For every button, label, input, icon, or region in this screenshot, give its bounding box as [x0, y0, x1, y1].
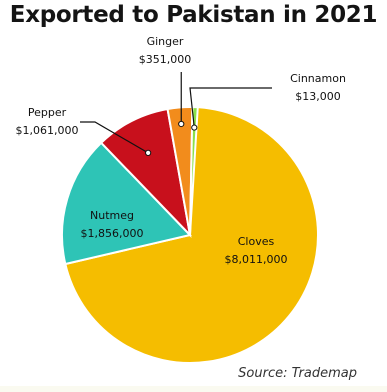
- pepper-name-label: Pepper: [28, 106, 67, 119]
- nutmeg-value-label: $1,856,000: [81, 227, 144, 240]
- ginger-leader-dot: [178, 120, 185, 128]
- pie-slice-cloves: [64, 106, 319, 364]
- bottom-band: [0, 386, 387, 392]
- chart-title: Exported to Pakistan in 2021: [9, 2, 378, 28]
- pepper-leader-line: [80, 121, 149, 154]
- cinnamon-name-label: Cinnamon: [290, 72, 346, 85]
- nutmeg-name-label: Nutmeg: [90, 209, 134, 222]
- ginger-name-label: Ginger: [147, 35, 184, 48]
- slice-labels: Cloves $8,011,000 Nutmeg $1,856,000 Pepper $1…: [16, 35, 346, 266]
- pepper-value-label: $1,061,000: [16, 124, 79, 137]
- source-note: Source: Trademap: [238, 366, 357, 381]
- pepper-leader-dot: [145, 149, 152, 156]
- cloves-value-label: $8,011,000: [225, 253, 288, 266]
- pie-slice-nutmeg: [61, 141, 192, 266]
- cinnamon-leader-line: [189, 87, 272, 128]
- leader-lines: [80, 72, 272, 156]
- pie-slices: [61, 106, 319, 364]
- pie-slice-pepper: [99, 107, 192, 239]
- cloves-name-label: Cloves: [238, 235, 275, 248]
- cinnamon-leader-dot: [191, 124, 198, 131]
- cinnamon-value-label: $13,000: [295, 90, 341, 103]
- ginger-value-label: $351,000: [139, 53, 192, 66]
